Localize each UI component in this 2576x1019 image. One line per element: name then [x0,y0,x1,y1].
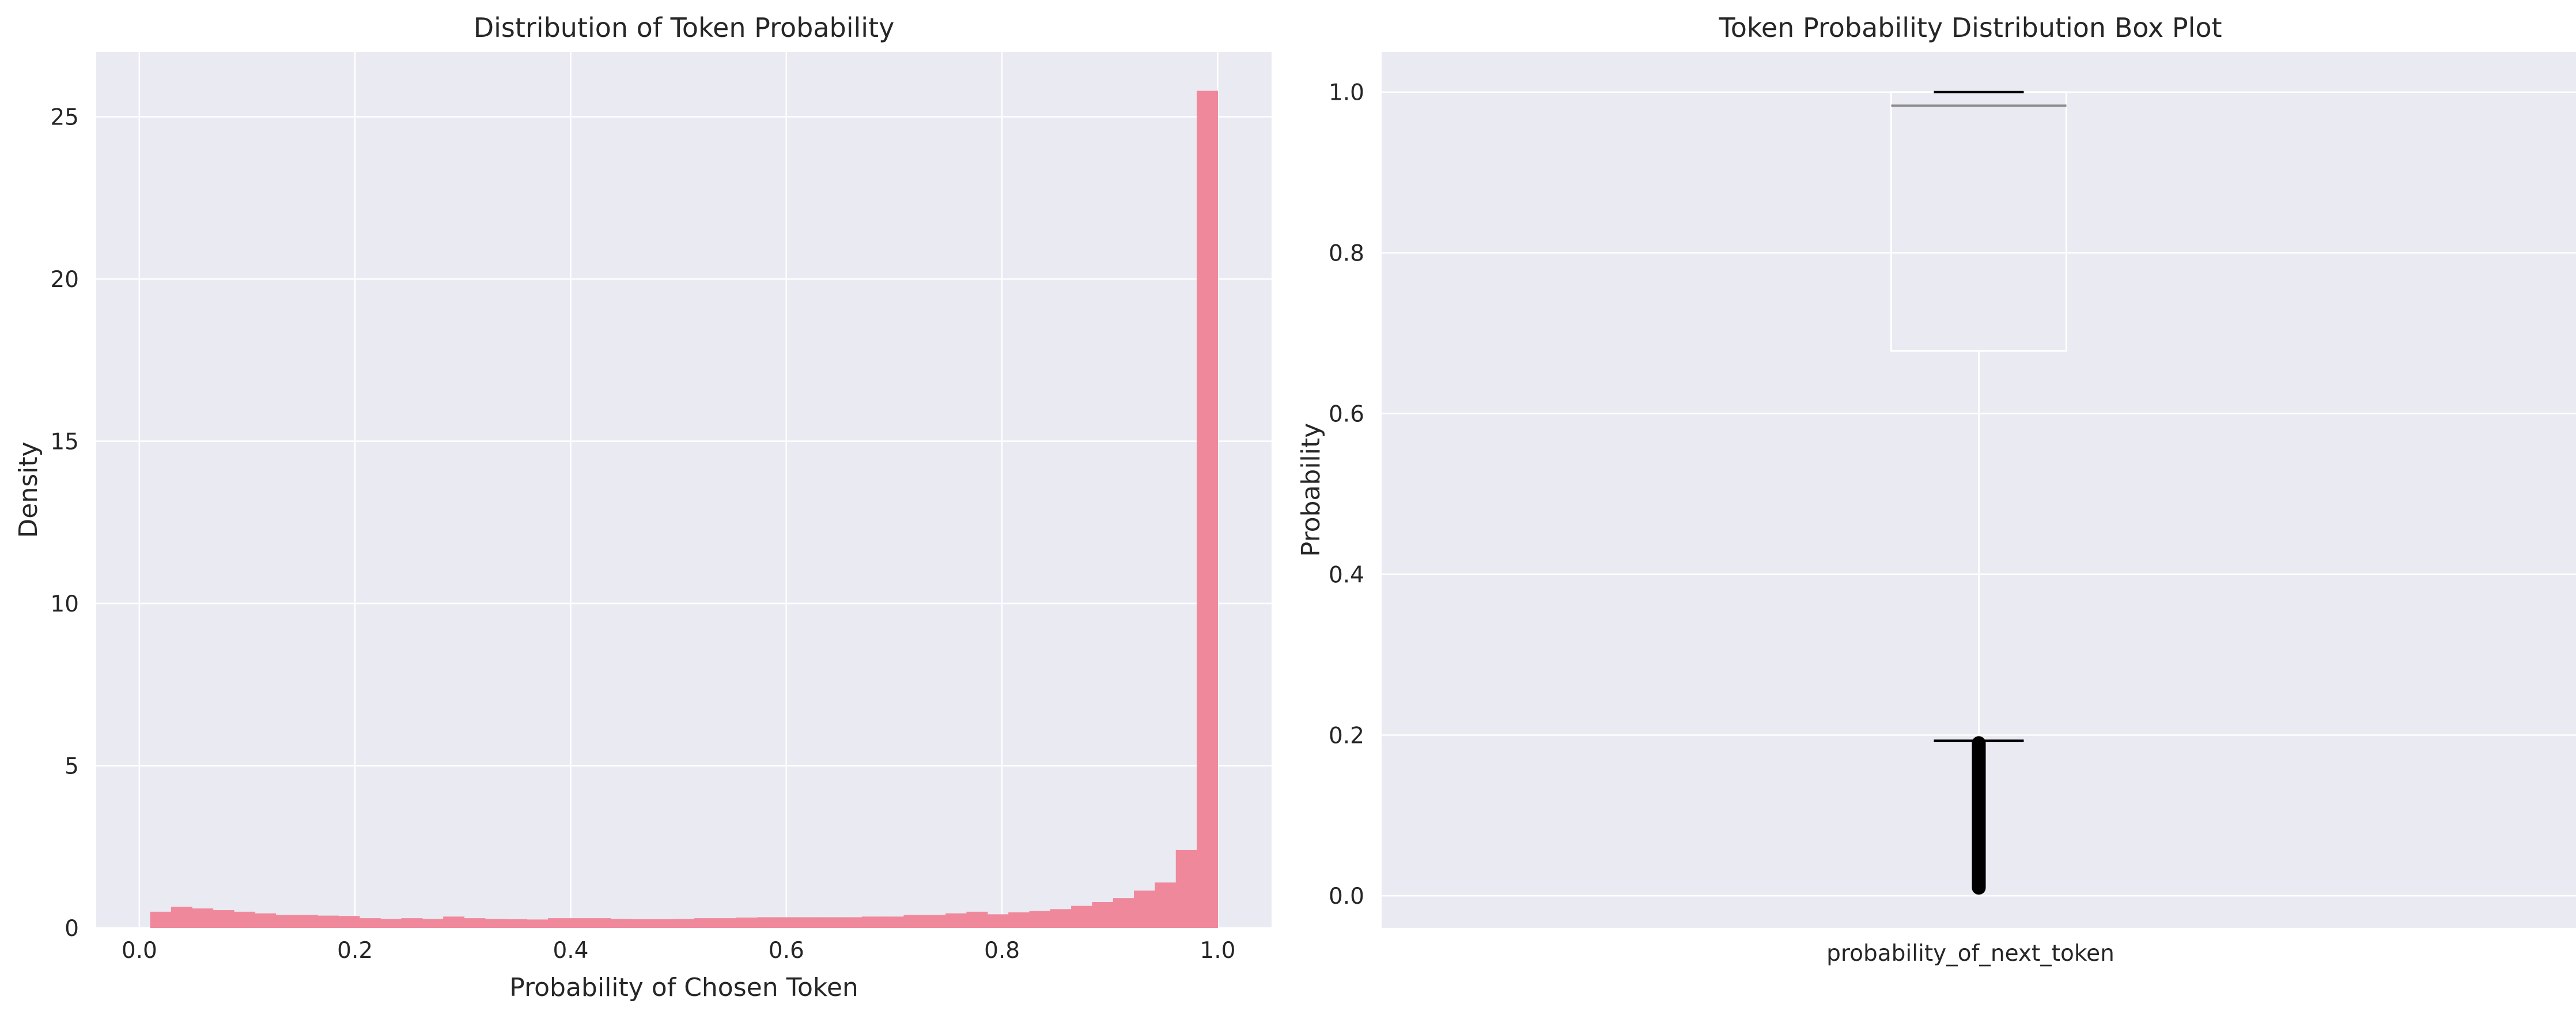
histogram-bar [715,918,737,928]
histogram-bar [966,911,988,928]
boxplot-y-tick-label: 0.8 [1329,241,1364,267]
histogram-bar [694,918,716,928]
boxplot-y-tick-label: 1.0 [1329,80,1364,106]
histogram-bar [1050,909,1072,928]
histogram-bar [1008,912,1030,928]
histogram-bar [631,919,653,928]
histogram-bar [757,917,779,928]
histogram-bar [506,919,528,928]
boxplot-y-ticks: 0.0 0.2 0.4 0.6 0.8 1.0 [1329,80,1364,909]
histogram-bar [1029,911,1051,928]
histogram-bar [275,915,297,928]
histogram-bar [945,913,967,928]
histogram-bar [1134,890,1156,928]
histogram-bar [213,910,234,928]
histogram-bar [736,917,758,928]
histogram-y-axis-label: Density [14,441,43,538]
histogram-bar [652,919,674,928]
boxplot-y-tick-label: 0.2 [1329,723,1364,749]
histogram-bar [841,917,863,928]
histogram-bar [296,915,318,928]
histogram-bar [171,907,192,928]
histogram-bar [1092,901,1114,928]
histogram-bar [317,915,339,928]
histogram-bar [359,918,381,928]
histogram-y-tick-label: 25 [50,105,79,131]
histogram-y-tick-label: 0 [65,916,79,942]
histogram-bar [883,916,905,928]
histogram-bar [820,917,842,928]
histogram-y-tick-label: 10 [50,591,79,617]
histogram-bar [255,913,277,928]
histogram-bar [547,918,569,928]
histogram-title: Distribution of Token Probability [474,12,895,43]
histogram-x-tick-label: 0.0 [122,938,157,964]
histogram-x-axis-label: Probability of Chosen Token [509,973,858,1002]
histogram-bar [464,918,486,928]
boxplot-y-tick-label: 0.0 [1329,884,1364,909]
histogram-bar [1113,898,1134,928]
boxplot-y-axis-label: Probability [1296,423,1326,557]
histogram-bar [1071,905,1093,928]
histogram-bar [610,919,632,928]
histogram-panel: 0.0 0.2 0.4 0.6 0.8 1.0 0 5 10 15 20 25 Distributi… [14,12,1272,1002]
histogram-bar [903,915,925,928]
histogram-y-tick-label: 15 [50,429,79,455]
boxplot-y-tick-label: 0.6 [1329,402,1364,428]
histogram-bar [150,911,172,928]
histogram-bar [401,918,423,928]
histogram-bar [924,915,946,928]
histogram-bar [192,908,214,928]
histogram-bar [1197,90,1219,929]
histogram-bars [150,90,1219,929]
histogram-x-tick-label: 1.0 [1200,938,1235,964]
boxplot-elements [1890,90,2067,895]
histogram-bar [799,917,820,928]
histogram-x-tick-label: 0.8 [984,938,1020,964]
boxplot-title: Token Probability Distribution Box Plot [1718,12,2222,43]
histogram-x-ticks: 0.0 0.2 0.4 0.6 0.8 1.0 [122,938,1236,964]
histogram-bar [569,918,591,928]
histogram-y-ticks: 0 5 10 15 20 25 [50,105,79,942]
histogram-y-tick-label: 20 [50,267,79,293]
boxplot-y-tick-label: 0.4 [1329,562,1364,588]
histogram-bar [338,916,360,928]
histogram-plot-area [96,52,1272,928]
histogram-bar [485,919,506,928]
histogram-bar [778,917,800,928]
histogram-x-tick-label: 0.6 [769,938,804,964]
histogram-bar [233,911,255,928]
histogram-bar [443,916,465,928]
histogram-bar [422,919,444,928]
histogram-bar [527,919,549,928]
histogram-bar [1175,850,1197,928]
histogram-bar [380,919,402,928]
boxplot-category-label: probability_of_next_token [1826,941,2114,967]
histogram-x-tick-label: 0.4 [553,938,588,964]
histogram-bar [861,916,883,928]
histogram-bar [1155,882,1177,928]
histogram-bar [987,914,1009,928]
histogram-x-tick-label: 0.2 [337,938,373,964]
histogram-bar [673,919,695,928]
histogram-bar [589,918,611,928]
histogram-y-tick-label: 5 [65,754,79,780]
boxplot-panel: 0.0 0.2 0.4 0.6 0.8 1.0 probability_of_next_t… [1296,12,2576,967]
